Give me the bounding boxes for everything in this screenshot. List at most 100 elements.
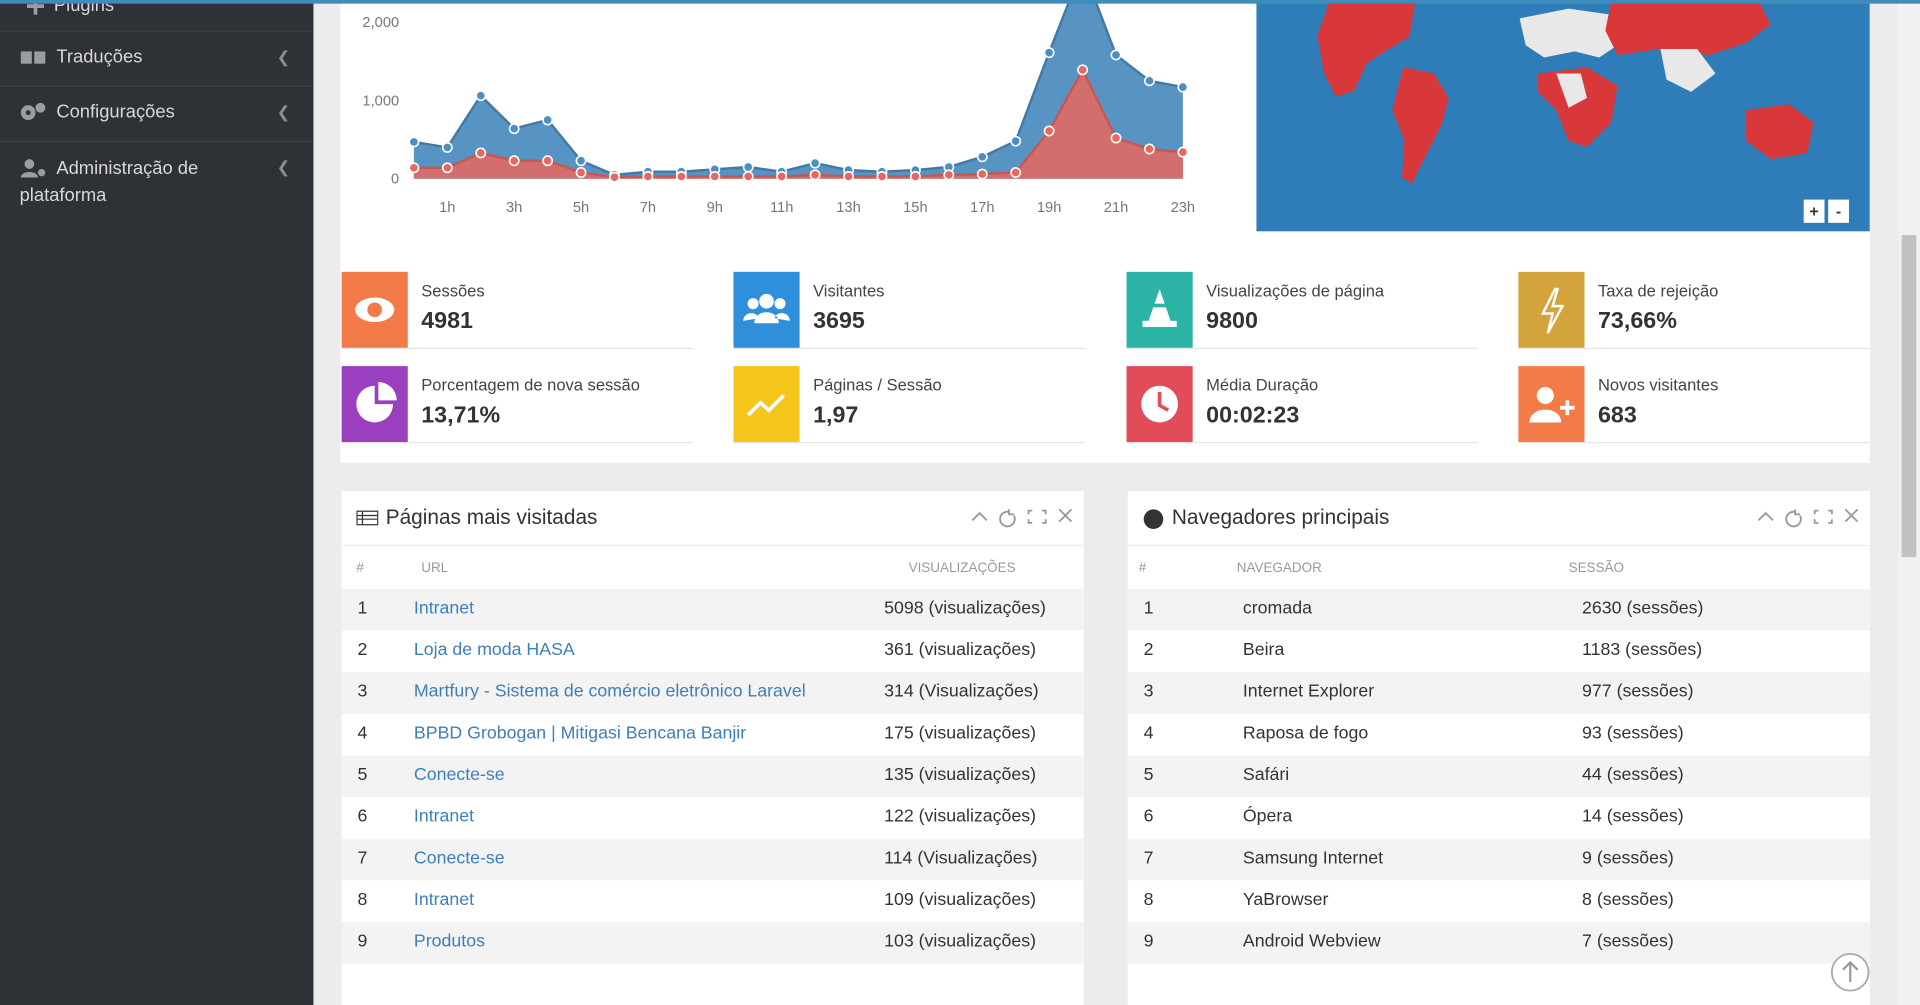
icon (356, 382, 397, 423)
top-bar (0, 0, 1920, 4)
world-map: + - (1256, 0, 1870, 232)
card-label: Taxa de rejeição (1597, 281, 1719, 301)
side-item[interactable]: Traduções ❮ (0, 32, 314, 87)
side-item[interactable]: Plugins (0, 0, 314, 32)
card-label: Sessões (421, 281, 485, 301)
map-land (1746, 104, 1814, 160)
stat-card: Sessões 4981 (341, 271, 694, 349)
card-value: 1,97 (813, 402, 859, 429)
area-line (413, 67, 1183, 179)
side-item[interactable]: Administração de plataforma ❮ (0, 142, 313, 218)
point (1010, 167, 1022, 178)
x-tick-label: 21h (1104, 200, 1129, 216)
card-label: Novos visitantes (1597, 375, 1719, 395)
point (843, 170, 854, 182)
point (642, 170, 654, 182)
table-cell: 314 (Visualizações) (884, 682, 1039, 702)
scroll-thumb[interactable] (1901, 235, 1917, 558)
card-icon (341, 271, 408, 348)
side-item[interactable]: Configurações ❮ (0, 87, 314, 143)
table-cell: 361 (visualizações) (884, 640, 1037, 661)
card-value: 3695 (813, 308, 865, 335)
point (408, 136, 420, 148)
url-link[interactable]: Intranet (413, 890, 475, 910)
table-row: 6 Intranet 122 (visualizações) (342, 797, 1084, 839)
area-line (413, 2, 1184, 177)
stat-card: Visualizações de página 9800 (1126, 271, 1478, 349)
table-cell: 7 (357, 848, 368, 869)
column-header: SESSÃO (1568, 560, 1624, 576)
table-cell: 1 (1143, 598, 1154, 619)
point (1110, 132, 1122, 144)
card-label: Visitantes (813, 281, 885, 301)
card-label: Média Duração (1206, 375, 1319, 395)
url-link[interactable]: Conecte-se (413, 848, 505, 869)
table-cell: 175 (visualizações) (884, 723, 1037, 744)
icon (1540, 287, 1565, 334)
card-value: 13,71% (421, 402, 501, 429)
stat-card: Taxa de rejeição 73,66% (1518, 271, 1870, 349)
card-value: 00:02:23 (1206, 402, 1300, 429)
x-tick-label: 3h (506, 200, 522, 216)
icon (20, 51, 46, 64)
table-cell: 109 (visualizações) (884, 890, 1037, 910)
scrollbar[interactable] (1897, 0, 1920, 1005)
point (575, 155, 587, 167)
table-row: 4 Raposa de fogo 93 (sessões) (1128, 714, 1870, 756)
x-tick-label: 5h (573, 200, 589, 216)
column-header: URL (421, 560, 449, 576)
panel-actions (969, 506, 1079, 528)
point (1010, 135, 1022, 147)
map-land (1537, 67, 1618, 147)
table-cell: 5 (357, 765, 368, 785)
table-cell: 3 (1143, 682, 1154, 702)
table-cell: 14 (sessões) (1582, 806, 1684, 827)
url-link[interactable]: Intranet (413, 598, 475, 619)
zoom-button[interactable] (1828, 199, 1849, 223)
url-link[interactable]: Loja de moda HASA (413, 640, 575, 661)
table-cell: 5 (1143, 765, 1154, 785)
chevron: ❮ (276, 102, 291, 122)
url-link[interactable]: Martfury - Sistema de comércio eletrônic… (413, 682, 806, 702)
map-land (1660, 48, 1716, 92)
side-label: Configurações (56, 101, 175, 123)
table-row: 7 Conecte-se 114 (Visualizações) (341, 838, 1084, 881)
panel-title: Navegadores principais (1171, 505, 1390, 529)
y-tick-label: 2,000 (362, 15, 399, 31)
x-tick-label: 7h (640, 200, 656, 216)
x-tick-label: 19h (1037, 200, 1062, 216)
area-fill (413, 69, 1183, 179)
x-tick-label: 13h (836, 200, 861, 216)
table-cell: Internet Explorer (1242, 682, 1375, 702)
table-cell: Safári (1242, 765, 1290, 785)
actions[interactable] (1755, 506, 1865, 528)
card-label: Páginas / Sessão (813, 375, 942, 395)
icon (1143, 509, 1164, 529)
table-row: 3 Martfury - Sistema de comércio eletrôni… (341, 672, 1084, 714)
table-cell: 93 (sessões) (1582, 723, 1684, 744)
zoom-button[interactable] (1803, 199, 1825, 223)
y-tick-label: 1,000 (362, 93, 399, 109)
chevron: ❮ (276, 157, 291, 177)
table-cell: 1183 (sessões) (1582, 640, 1703, 661)
table-cell: 7 (sessões) (1582, 931, 1674, 952)
point (441, 162, 453, 174)
stat-card: Visitantes 3695 (733, 271, 1085, 349)
panel-header-rule (1127, 544, 1870, 547)
url-link[interactable]: Produtos (413, 931, 485, 952)
x-tick-label: 17h (970, 200, 995, 216)
url-link[interactable]: Intranet (413, 806, 475, 827)
point (475, 90, 487, 102)
table-cell: 3 (357, 682, 368, 702)
actions[interactable] (969, 506, 1079, 528)
chevron: ❮ (276, 47, 291, 67)
point (876, 170, 888, 182)
panel-header-rule (341, 544, 1084, 547)
table-row: 6 Ópera 14 (sessões) (1128, 797, 1870, 839)
url-link[interactable]: BPBD Grobogan | Mitigasi Bencana Banjir (413, 723, 747, 744)
scroll-top-button[interactable] (1829, 951, 1871, 993)
table-cell: 103 (visualizações) (884, 931, 1037, 952)
panel: Páginas mais visitadas # URL VISUALIZAÇÕES 1… (341, 491, 1084, 1005)
url-link[interactable]: Conecte-se (413, 765, 505, 785)
